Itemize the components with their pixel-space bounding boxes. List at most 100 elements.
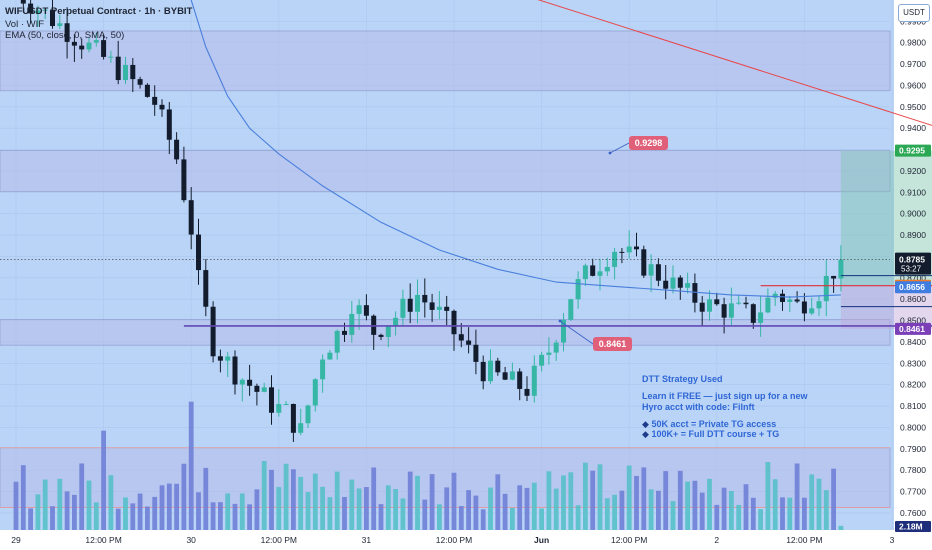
volume-bar [385,485,391,530]
price-tick-label: 0.7600 [900,508,926,518]
volume-bar [254,489,260,530]
price-axis-tag-label: 0.8656 [899,282,925,292]
volume-bar [123,497,128,530]
volume-bar [415,475,420,530]
time-tick-label: Jun [534,535,549,545]
candle-body [612,251,618,267]
volume-bar [444,487,450,530]
currency-badge[interactable]: USDT [898,4,930,22]
volume-bar [400,498,406,530]
candle-body [801,301,807,314]
volume-bar [283,463,289,530]
price-callout-label: 0.8461 [599,339,627,349]
candle-body [174,139,180,160]
volume-bar [378,504,384,530]
candle-body [239,379,245,385]
candle-body [517,371,523,389]
volume-bar [137,493,143,530]
volume-bar [561,475,566,530]
candle-body [298,423,304,433]
time-tick-label: 12:00 PM [436,535,472,545]
price-axis-tag-label: 0.9295 [899,146,925,156]
candle-body [750,304,756,323]
time-tick-label: 29 [11,535,21,545]
volume-bar [816,478,822,530]
volume-bar [115,508,121,530]
volume-bar [166,483,172,530]
current-price-tag [895,252,931,275]
candle-body [400,298,406,318]
volume-bar [20,465,26,530]
candle-body [225,356,231,361]
price-callout-box [593,337,632,351]
price-tick-label: 0.9600 [900,80,926,90]
volume-bar [108,475,114,530]
volume-bar [291,469,296,530]
price-tick-label: 0.8200 [900,380,926,390]
volume-bar [604,498,610,530]
volume-bar [721,487,727,530]
chart-title: WIFUSDT Perpetual Contract · 1h · BYBIT [5,6,193,17]
candle-body [539,354,545,366]
candle-body [670,277,676,289]
candle-body [495,360,501,373]
candle-body [466,340,472,345]
candle-body [356,305,362,314]
volume-bar [809,474,815,530]
candle-body [524,388,530,396]
candle-body [619,251,625,253]
price-tick-label: 0.8400 [900,337,926,347]
volume-bar [699,492,705,530]
volume-bar [794,463,800,530]
candle-body [130,64,136,80]
volume-bar [349,479,355,530]
candle-body [181,159,187,201]
candle-body [473,344,479,362]
volume-bar [838,525,844,530]
price-axis-tag [895,144,931,157]
volume-bar [692,480,698,530]
volume-bar [488,487,493,530]
volume-bar [13,481,19,530]
candle-body [736,302,742,304]
volume-legend: Vol · WIF [5,19,45,30]
candle-body [794,299,800,302]
volume-bar [480,509,486,530]
volume-bar [181,463,187,530]
volume-bar [429,474,435,530]
volume-bar [93,502,99,530]
candle-body [765,297,771,313]
candle-body [203,270,209,307]
volume-bar [225,493,231,530]
volume-bar [356,488,362,530]
volume-bar [35,494,41,530]
candle-body [531,365,537,396]
volume-bar [57,478,63,530]
candle-body [217,356,223,361]
price-callout-box [629,136,668,150]
volume-bar [502,493,508,530]
volume-bar [736,504,742,530]
volume-bar [714,504,720,530]
candle-body [699,302,705,312]
candle-body [568,299,574,320]
strategy-bullet-1: ◆ 50K acct = Private TG access [642,419,776,430]
volume-bar [407,471,413,530]
volume-bar [64,491,70,530]
price-tick-label: 0.7700 [900,487,926,497]
volume-bar [510,507,515,530]
candle-body [582,265,588,280]
volume-bar [590,470,596,530]
candle-body [553,342,559,353]
current-price-label: 0.8785 [899,255,925,265]
candle-body [159,104,165,110]
candle-body [787,299,793,302]
time-tick-label: 3 [890,535,895,545]
candle-body [641,249,647,276]
price-tick-label: 0.7900 [900,444,926,454]
time-tick-label: 2 [714,535,719,545]
supply-demand-zone [0,319,891,346]
candle-body [626,246,632,253]
price-tick-label: 0.8700 [900,273,926,283]
